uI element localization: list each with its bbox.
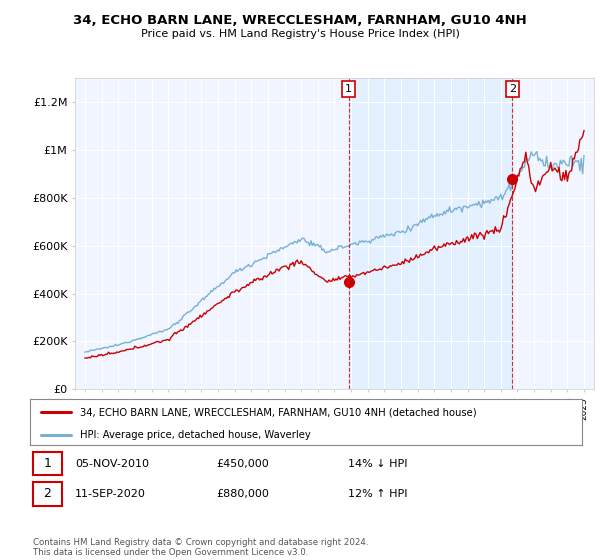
Text: 1: 1: [345, 84, 352, 94]
Text: HPI: Average price, detached house, Waverley: HPI: Average price, detached house, Wave…: [80, 430, 310, 440]
Text: 34, ECHO BARN LANE, WRECCLESHAM, FARNHAM, GU10 4NH (detached house): 34, ECHO BARN LANE, WRECCLESHAM, FARNHAM…: [80, 407, 476, 417]
Text: 14% ↓ HPI: 14% ↓ HPI: [348, 459, 407, 469]
Text: Price paid vs. HM Land Registry's House Price Index (HPI): Price paid vs. HM Land Registry's House …: [140, 29, 460, 39]
Text: 34, ECHO BARN LANE, WRECCLESHAM, FARNHAM, GU10 4NH: 34, ECHO BARN LANE, WRECCLESHAM, FARNHAM…: [73, 14, 527, 27]
Text: 12% ↑ HPI: 12% ↑ HPI: [348, 489, 407, 499]
Text: Contains HM Land Registry data © Crown copyright and database right 2024.
This d: Contains HM Land Registry data © Crown c…: [33, 538, 368, 557]
Text: 1: 1: [43, 457, 52, 470]
Text: 2: 2: [43, 487, 52, 501]
Text: 2: 2: [509, 84, 516, 94]
Text: £880,000: £880,000: [216, 489, 269, 499]
Text: £450,000: £450,000: [216, 459, 269, 469]
Text: 05-NOV-2010: 05-NOV-2010: [75, 459, 149, 469]
Bar: [349, 78, 512, 389]
Text: 11-SEP-2020: 11-SEP-2020: [75, 489, 146, 499]
